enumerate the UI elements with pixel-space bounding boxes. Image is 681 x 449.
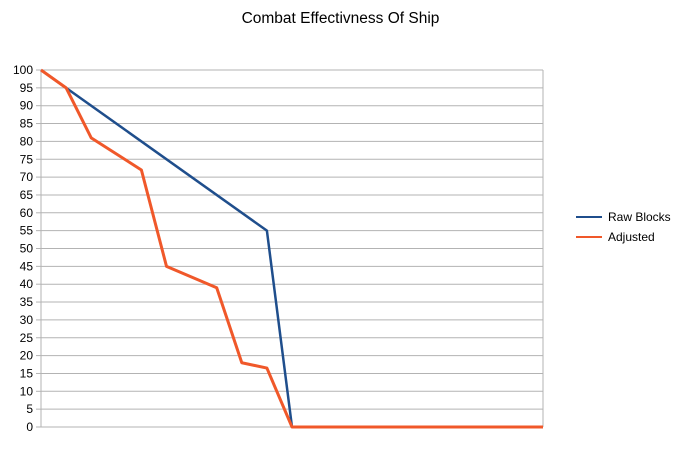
y-tick-label-20: 20 xyxy=(20,349,34,363)
y-tick-label-5: 5 xyxy=(26,402,33,416)
y-axis-ticks: 0 5 10 15 20 25 30 35 40 45 50 55 60 65 70 75 80 85 90 95 10… xyxy=(13,63,41,434)
grid-lines xyxy=(40,69,544,428)
y-tick-label-40: 40 xyxy=(20,277,34,291)
y-tick-label-95: 95 xyxy=(20,81,34,95)
chart-title: Combat Effectivness Of Ship xyxy=(241,10,440,27)
y-tick-label-70: 70 xyxy=(20,170,34,184)
legend-item-adjusted: Adjusted xyxy=(576,227,671,247)
legend-swatch-adjusted xyxy=(576,236,602,238)
y-tick-label-10: 10 xyxy=(20,384,34,398)
y-tick-label-90: 90 xyxy=(20,99,34,113)
y-tick-label-45: 45 xyxy=(20,259,34,273)
y-tick-label-75: 75 xyxy=(20,152,34,166)
legend: Raw Blocks Adjusted xyxy=(576,207,671,247)
legend-label-raw-blocks: Raw Blocks xyxy=(608,210,671,224)
y-tick-label-60: 60 xyxy=(20,206,34,220)
y-tick-label-50: 50 xyxy=(20,242,34,256)
y-tick-label-0: 0 xyxy=(26,420,33,434)
y-tick-label-55: 55 xyxy=(20,224,34,238)
y-tick-label-30: 30 xyxy=(20,313,34,327)
series-lines xyxy=(40,68,543,429)
y-tick-label-35: 35 xyxy=(20,295,34,309)
y-tick-label-85: 85 xyxy=(20,117,34,131)
y-tick-label-100: 100 xyxy=(13,63,33,77)
y-tick-label-15: 15 xyxy=(20,366,34,380)
legend-label-adjusted: Adjusted xyxy=(608,230,655,244)
legend-item-raw-blocks: Raw Blocks xyxy=(576,207,671,227)
y-tick-label-25: 25 xyxy=(20,331,34,345)
legend-swatch-raw-blocks xyxy=(576,216,602,218)
y-tick-label-80: 80 xyxy=(20,134,34,148)
y-tick-label-65: 65 xyxy=(20,188,34,202)
series-line-adjusted xyxy=(40,68,543,429)
